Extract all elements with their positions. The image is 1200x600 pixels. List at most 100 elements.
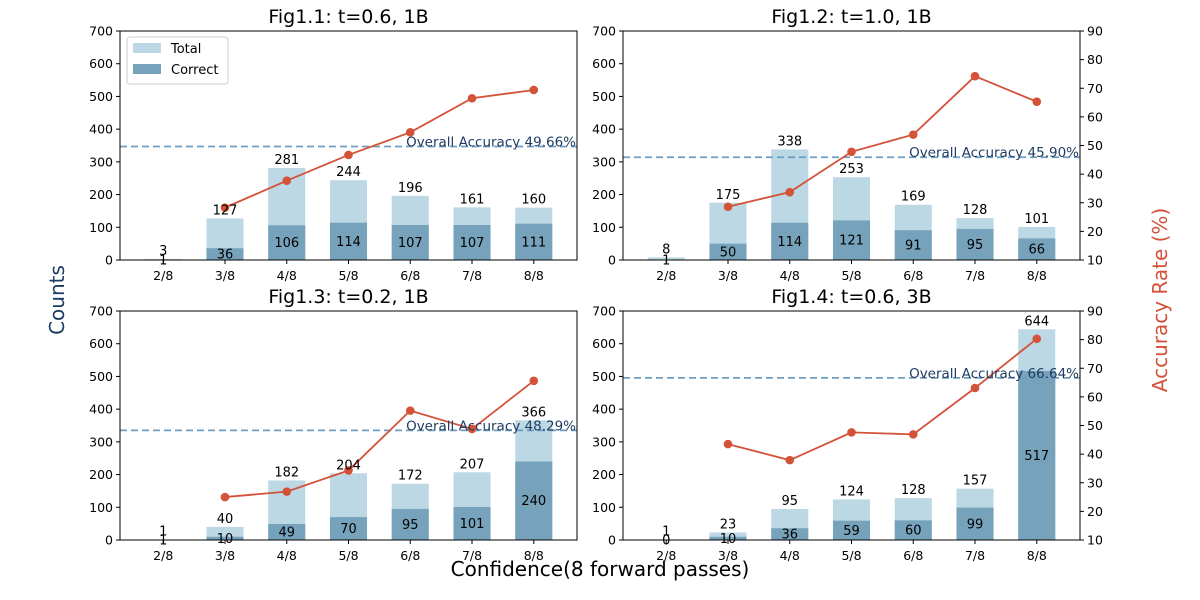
accuracy-point-6/8 bbox=[405, 128, 415, 137]
y-tick-label: 400 bbox=[592, 122, 616, 137]
label-total-7/8: 128 bbox=[963, 203, 988, 218]
y-tick-label: 500 bbox=[592, 369, 616, 384]
overall-accuracy-label: Overall Accuracy 66.64% bbox=[909, 366, 1079, 382]
right-tick-label: 60 bbox=[1087, 389, 1103, 404]
x-tick-label: 8/8 bbox=[524, 268, 544, 283]
label-total-3/8: 40 bbox=[217, 512, 234, 527]
x-tick-label: 2/8 bbox=[656, 268, 676, 283]
y-tick-label: 500 bbox=[592, 89, 616, 104]
right-tick-label: 40 bbox=[1087, 447, 1103, 462]
y-tick-label: 200 bbox=[592, 467, 616, 482]
label-total-4/8: 338 bbox=[777, 134, 802, 149]
y-tick-label: 0 bbox=[105, 253, 113, 268]
y-tick-label: 600 bbox=[592, 336, 616, 351]
right-tick-label: 30 bbox=[1087, 195, 1103, 210]
bar-correct-6/8 bbox=[894, 520, 932, 540]
bar-correct-3/8 bbox=[206, 248, 244, 260]
accuracy-point-4/8 bbox=[785, 455, 795, 465]
y-tick-label: 400 bbox=[592, 402, 616, 417]
bar-correct-5/8 bbox=[832, 220, 871, 260]
accuracy-point-8/8 bbox=[1032, 97, 1042, 107]
y-tick-label: 300 bbox=[592, 154, 616, 169]
bar-correct-6/8 bbox=[894, 230, 932, 260]
label-total-2/8: 1 bbox=[662, 525, 670, 540]
label-correct-8/8: 66 bbox=[1028, 243, 1045, 258]
bar-correct-6/8 bbox=[391, 224, 429, 260]
right-tick-label: 30 bbox=[1087, 475, 1103, 490]
accuracy-point-5/8 bbox=[847, 147, 856, 157]
label-total-5/8: 253 bbox=[839, 162, 864, 177]
bar-correct-4/8 bbox=[771, 222, 809, 260]
chart-title: Fig1.3: t=0.2, 1B bbox=[268, 286, 428, 308]
chart-panel-2: 8117550338114253121169911289510166Overal… bbox=[592, 6, 1103, 283]
y-axis-label-counts: Counts bbox=[45, 265, 69, 335]
x-tick-label: 6/8 bbox=[400, 548, 420, 563]
label-total-3/8: 127 bbox=[213, 203, 238, 218]
y-tick-label: 400 bbox=[89, 402, 113, 417]
accuracy-point-7/8 bbox=[467, 424, 477, 434]
y-tick-label: 700 bbox=[89, 304, 113, 319]
right-tick-label: 10 bbox=[1087, 533, 1103, 548]
right-tick-label: 80 bbox=[1087, 52, 1103, 67]
accuracy-point-8/8 bbox=[1032, 334, 1042, 344]
x-tick-label: 8/8 bbox=[1027, 548, 1047, 563]
label-total-5/8: 124 bbox=[839, 484, 864, 499]
bar-correct-5/8 bbox=[329, 222, 368, 260]
accuracy-point-5/8 bbox=[344, 150, 353, 160]
y-tick-label: 100 bbox=[89, 500, 113, 515]
x-tick-label: 5/8 bbox=[338, 548, 358, 563]
label-total-8/8: 366 bbox=[521, 405, 546, 420]
x-tick-label: 4/8 bbox=[780, 548, 800, 563]
x-tick-label: 2/8 bbox=[153, 268, 173, 283]
legend-label-total: Total bbox=[170, 42, 201, 57]
overall-accuracy-label: Overall Accuracy 48.29% bbox=[406, 418, 576, 434]
chart-title: Fig1.1: t=0.6, 1B bbox=[268, 6, 428, 28]
accuracy-point-3/8 bbox=[220, 203, 230, 212]
accuracy-point-3/8 bbox=[220, 492, 230, 502]
x-tick-label: 7/8 bbox=[462, 548, 482, 563]
label-total-4/8: 95 bbox=[781, 494, 798, 509]
y-tick-label: 200 bbox=[89, 187, 113, 202]
x-tick-label: 7/8 bbox=[462, 268, 482, 283]
bar-correct-8/8 bbox=[1018, 238, 1056, 260]
label-correct-8/8: 517 bbox=[1024, 449, 1049, 464]
label-total-2/8: 1 bbox=[159, 525, 167, 540]
label-correct-7/8: 101 bbox=[460, 517, 485, 532]
y-tick-label: 300 bbox=[89, 434, 113, 449]
y-tick-label: 600 bbox=[89, 56, 113, 71]
accuracy-point-3/8 bbox=[723, 439, 733, 449]
label-total-7/8: 207 bbox=[460, 457, 485, 472]
right-tick-label: 70 bbox=[1087, 361, 1103, 376]
label-total-6/8: 128 bbox=[901, 483, 926, 498]
label-correct-3/8: 10 bbox=[720, 532, 737, 547]
accuracy-line bbox=[224, 89, 534, 209]
legend-swatch-total bbox=[133, 43, 161, 53]
y-axis-label-accuracy: Accuracy Rate (%) bbox=[1148, 208, 1172, 393]
label-total-5/8: 204 bbox=[336, 458, 361, 473]
label-correct-8/8: 111 bbox=[521, 235, 546, 250]
bar-correct-3/8 bbox=[206, 536, 244, 540]
label-correct-5/8: 70 bbox=[340, 522, 357, 537]
y-tick-label: 0 bbox=[608, 533, 616, 548]
label-total-3/8: 175 bbox=[716, 188, 741, 203]
legend-swatch-correct bbox=[133, 64, 161, 74]
right-tick-label: 90 bbox=[1087, 24, 1103, 39]
x-tick-label: 7/8 bbox=[965, 268, 985, 283]
label-total-3/8: 23 bbox=[720, 517, 737, 532]
label-total-2/8: 3 bbox=[159, 244, 167, 259]
label-total-6/8: 196 bbox=[398, 181, 423, 196]
right-tick-label: 50 bbox=[1087, 138, 1103, 153]
y-tick-label: 600 bbox=[592, 56, 616, 71]
bar-correct-3/8 bbox=[709, 243, 747, 260]
label-correct-6/8: 107 bbox=[398, 236, 423, 251]
bar-correct-4/8 bbox=[268, 523, 306, 540]
x-tick-label: 3/8 bbox=[718, 268, 738, 283]
label-correct-7/8: 95 bbox=[967, 238, 984, 253]
label-total-8/8: 101 bbox=[1024, 212, 1049, 227]
bar-correct-7/8 bbox=[956, 507, 994, 540]
bar-correct-6/8 bbox=[391, 508, 429, 540]
accuracy-line bbox=[727, 338, 1038, 462]
label-total-8/8: 644 bbox=[1024, 314, 1049, 329]
accuracy-point-5/8 bbox=[344, 466, 353, 475]
